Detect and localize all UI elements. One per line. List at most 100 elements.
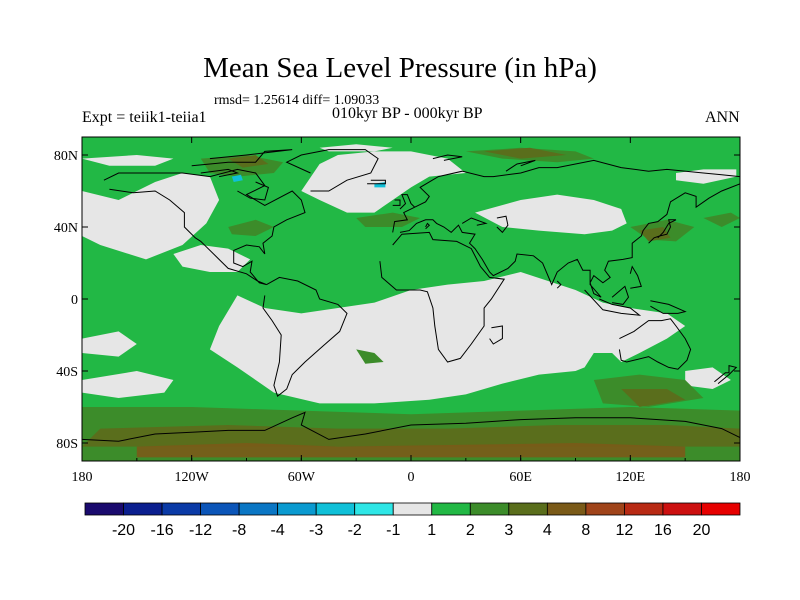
x-tick-label: 120W [175, 470, 210, 485]
colorbar-swatch [431, 502, 471, 516]
colorbar-swatch [508, 502, 548, 516]
colorbar-swatch [546, 502, 587, 516]
fill-grey-region [209, 272, 686, 404]
y-tick-label: 80S [56, 437, 78, 452]
coastline [399, 194, 416, 210]
colorbar-swatch [200, 502, 240, 516]
fill-darkgreen-region [356, 212, 421, 227]
colorbar-swatch [662, 502, 702, 516]
fill-darkgreen-region [228, 219, 274, 236]
coastline [611, 285, 630, 305]
coastline [629, 265, 642, 289]
experiment-label: Expt = teiik1-teiia1 [82, 109, 207, 126]
colorbar-label: 1 [427, 522, 436, 539]
fill-olive-region [639, 227, 671, 242]
colorbar-label: 16 [654, 522, 672, 539]
fill-olive-region [228, 155, 269, 168]
colorbar-label: 20 [693, 522, 711, 539]
colorbar-swatch [123, 502, 163, 516]
coastline [103, 168, 306, 286]
colorbar: -20 -16 -12 -8 -4 -3 -2 -1 1 2 3 4 8 12 16 20 [84, 502, 741, 539]
coastline [200, 168, 240, 178]
y-tick-label: 0 [71, 293, 78, 308]
coastline [262, 276, 348, 398]
coastline [489, 325, 503, 345]
y-tick-label: 80N [54, 149, 78, 164]
fill-grey-region [676, 169, 737, 184]
coastline [82, 411, 740, 442]
colorbar-label: -12 [189, 522, 212, 539]
colorbar-label: -3 [309, 522, 323, 539]
colorbar-label: -2 [348, 522, 362, 539]
colorbar-label: -16 [150, 522, 173, 539]
colorbar-swatch [585, 502, 625, 516]
fill-darkgreen-region [703, 212, 740, 227]
fill-grey-region [301, 151, 466, 213]
fill-olive-region [621, 389, 686, 407]
colorbar-label: -4 [271, 522, 285, 539]
fill-cyan-region [231, 174, 243, 182]
coastline [425, 222, 431, 230]
coastline [556, 280, 562, 289]
colorbar-label: -20 [112, 522, 135, 539]
coastline [367, 179, 386, 185]
coastline [496, 215, 509, 234]
y-tick-label: 40S [56, 365, 78, 380]
fill-grey-region [685, 367, 731, 389]
colorbar-swatch [701, 502, 741, 516]
colorbar-label: -8 [232, 522, 246, 539]
fill-olive-region [484, 147, 567, 159]
coastline [714, 364, 738, 384]
fill-darkgreen-region [356, 349, 384, 364]
x-tick-label: 180 [72, 470, 93, 485]
x-tick-label: 120E [616, 470, 646, 485]
colorbar-label: 12 [616, 522, 634, 539]
x-tick-label: 60W [288, 470, 316, 485]
colorbar-swatch [238, 502, 279, 516]
colorbar-label: 3 [504, 522, 513, 539]
map-plot: 180 120W 60W 0 60E 120E 180 80N 40N 0 40S 80S [54, 136, 751, 485]
coastline [392, 159, 740, 298]
season-label: ANN [705, 109, 740, 126]
coastline [285, 149, 379, 192]
fill-grey-region [82, 173, 220, 260]
coastline [432, 154, 463, 161]
stats-text: rmsd= 1.25614 diff= 1.09033 [214, 93, 380, 108]
colorbar-label: -1 [386, 522, 400, 539]
colorbar-swatch [624, 502, 664, 516]
coastline [379, 231, 506, 363]
x-tick-label: 0 [408, 470, 415, 485]
coastlines [82, 149, 740, 442]
y-tick-label: 40N [54, 221, 78, 236]
coastline [650, 300, 687, 314]
coastline [392, 199, 401, 206]
coastline [584, 289, 642, 316]
coastline [237, 181, 270, 201]
fill-grey-region [475, 194, 627, 235]
coastline [648, 219, 677, 244]
colorbar-swatch [354, 502, 394, 516]
colorbar-swatch [392, 502, 433, 516]
fill-grey-region [82, 371, 174, 398]
colorbar-label: 4 [543, 522, 552, 539]
map-title: Mean Sea Level Pressure (in hPa) [203, 52, 597, 84]
colorbar-swatch [277, 502, 317, 516]
colorbar-swatch [161, 502, 201, 516]
colorbar-swatch [469, 502, 510, 516]
period-label: 010kyr BP - 000kyr BP [332, 105, 483, 122]
coastline [505, 159, 536, 172]
colorbar-label: 8 [581, 522, 590, 539]
colorbar-swatch [84, 502, 124, 516]
fill-grey-region [173, 245, 251, 272]
colorbar-label: 2 [466, 522, 475, 539]
fill-brown-region [136, 443, 686, 458]
fill-grey-region [82, 155, 174, 166]
fill-grey-region [82, 331, 137, 357]
x-tick-label: 180 [730, 470, 751, 485]
anomaly-fills [82, 137, 740, 461]
coastline [191, 149, 293, 167]
colorbar-swatch [315, 502, 356, 516]
coastline [461, 217, 488, 226]
coastline [618, 318, 692, 370]
